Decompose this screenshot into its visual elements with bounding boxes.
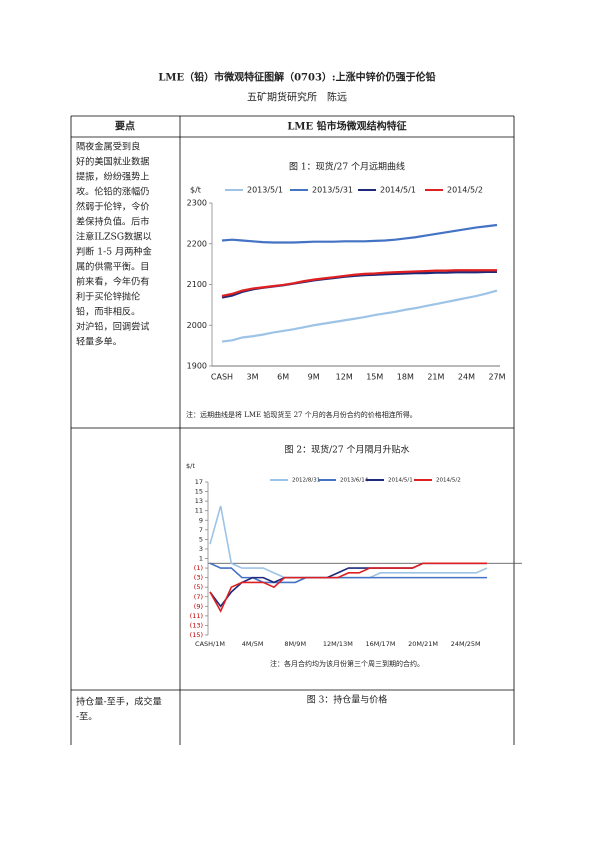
cell-text: 提振，纷纷强势上 (76, 171, 150, 183)
y-axis-label: $/t (190, 186, 201, 195)
cell-text: 隔夜金属受到良 (76, 141, 140, 153)
cell-text: 持仓量-至手，成交量 (76, 696, 162, 708)
legend-label: 2013/5/1 (247, 186, 283, 195)
y-tick-label: (9) (194, 602, 203, 610)
y-tick-label: 7 (199, 526, 203, 534)
table-frame (70, 115, 515, 745)
series-line (221, 270, 497, 299)
x-tick-label: 20M/21M (408, 640, 438, 648)
y-tick-label: 1 (199, 555, 203, 563)
chart-title: 图 1：现货/27 个月远期曲线 (289, 161, 405, 173)
series-line (209, 562, 487, 584)
series-line (221, 289, 498, 343)
y-tick-label: (7) (194, 593, 203, 601)
y-tick-label: 5 (199, 535, 203, 543)
x-tick-label: 9M (308, 373, 320, 382)
cell-text: 判断 1-5 月两种金 (76, 246, 152, 258)
x-tick-label: CASH (211, 373, 233, 382)
legend-label: 2014/5/1 (380, 186, 416, 195)
table-head: 要点 (115, 120, 135, 133)
cell-text: 然弱于伦锌，令价 (76, 201, 150, 213)
cell-text: 攻。伦铅的涨幅仍 (76, 186, 150, 198)
y-tick-label: (15) (190, 631, 203, 639)
x-tick-label: CASH/1M (195, 640, 225, 648)
y-tick-label: 15 (195, 488, 203, 496)
cell-text: 利于买伦锌抛伦 (76, 291, 140, 303)
x-tick-label: 15M (366, 373, 383, 382)
legend-label: 2014/5/2 (447, 186, 483, 195)
series-line (221, 223, 498, 244)
series-line (209, 562, 487, 608)
y-tick-label: 2000 (187, 321, 207, 330)
note: 注：远期曲线是将 LME 铅现货至 27 个月的各月份合约的价格相连所得。 (186, 410, 417, 419)
chart-title: 图 2：现货/27 个月隔月升贴水 (285, 444, 410, 456)
series-line (209, 505, 488, 579)
y-tick-label: 11 (195, 507, 203, 515)
y-tick-label: 13 (195, 497, 203, 505)
cell-text: 差保持负值。后市 (76, 216, 150, 228)
y-tick-label: (13) (190, 621, 203, 629)
y-tick-label: 1900 (187, 362, 207, 371)
x-tick-label: 4M/5M (242, 640, 264, 648)
y-tick-label: (11) (190, 612, 203, 620)
x-tick-label: 27M (488, 373, 505, 382)
y-tick-label: (3) (194, 574, 203, 582)
legend-label: 2014/5/1 (388, 478, 413, 484)
y-axis-label: $/t (186, 462, 195, 470)
legend-label: 2014/5/2 (436, 478, 461, 484)
y-tick-label: (5) (194, 583, 203, 591)
cell-text: -至。 (76, 712, 97, 723)
y-tick-label: 9 (199, 516, 203, 524)
cell-text: 对沪铅，回调尝试 (76, 321, 150, 333)
y-tick-label: 2100 (187, 280, 207, 289)
cell-text: 好的美国就业数据 (76, 156, 150, 168)
y-tick-label: (1) (194, 564, 203, 572)
figure-title: 图 3：持仓量与价格 (307, 694, 388, 706)
cell-text: 轻量多单。 (76, 336, 122, 348)
x-tick-label: 24M/25M (451, 640, 481, 648)
legend-label: 2013/6/14 (340, 478, 369, 484)
x-tick-label: 21M (427, 373, 444, 382)
cell-text: 属的供需平衡。目 (76, 261, 150, 273)
cell-text: 前来看，今年仍有 (76, 276, 150, 288)
x-tick-label: 24M (458, 373, 475, 382)
note: 注：各月合约均为该月份第三个周三到期的合约。 (270, 659, 424, 668)
x-tick-label: 8M/9M (284, 640, 306, 648)
cell-text: 铅，而非相反。 (76, 306, 140, 318)
doc-author: 五矿期货研究所 陈远 (247, 91, 347, 104)
y-tick-label: 17 (195, 478, 203, 486)
series-line (209, 562, 487, 613)
x-tick-label: 6M (277, 373, 289, 382)
x-tick-label: 12M (336, 373, 353, 382)
y-tick-label: 2200 (187, 239, 207, 248)
table-head: LME 铅市场微观结构特征 (287, 120, 406, 133)
cell-text: 注意ILZSG数据以 (76, 231, 152, 243)
y-tick-label: 3 (199, 545, 203, 553)
x-tick-label: 3M (247, 373, 259, 382)
y-tick-label: 2300 (187, 199, 207, 208)
series-line (221, 269, 497, 297)
legend-label: 2013/5/31 (312, 186, 353, 195)
x-tick-label: 18M (397, 373, 414, 382)
legend-label: 2012/8/31 (292, 478, 320, 484)
x-tick-label: 16M/17M (365, 640, 395, 648)
x-tick-label: 12M/13M (323, 640, 353, 648)
doc-title: LME（铅）市微观特征图解（0703）:上涨中锌价仍强于伦铅 (158, 71, 435, 84)
